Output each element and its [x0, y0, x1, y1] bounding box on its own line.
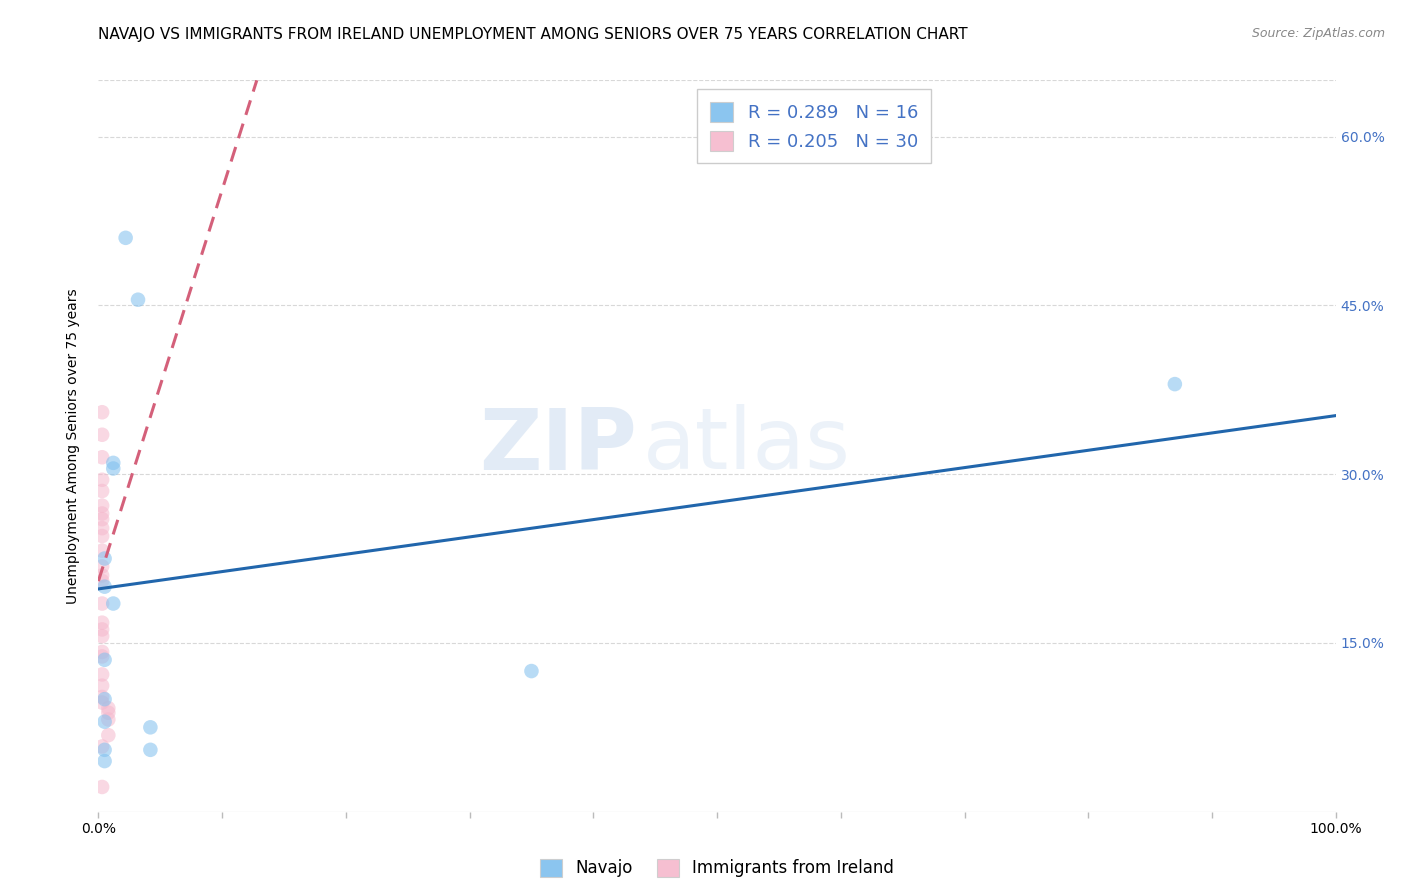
Point — [91, 405, 114, 419]
Point — [91, 679, 114, 693]
Point — [91, 574, 114, 588]
Point — [114, 231, 136, 245]
Point — [103, 461, 125, 475]
Point — [91, 780, 114, 794]
Point — [91, 529, 114, 543]
Point — [91, 649, 114, 664]
Text: ZIP: ZIP — [479, 404, 637, 488]
Point — [91, 473, 114, 487]
Point — [97, 706, 120, 720]
Point — [93, 754, 115, 768]
Point — [91, 645, 114, 659]
Point — [139, 720, 162, 734]
Point — [91, 696, 114, 710]
Point — [91, 739, 114, 754]
Text: NAVAJO VS IMMIGRANTS FROM IRELAND UNEMPLOYMENT AMONG SENIORS OVER 75 YEARS CORRE: NAVAJO VS IMMIGRANTS FROM IRELAND UNEMPL… — [98, 27, 969, 42]
Point — [91, 597, 114, 611]
Point — [93, 714, 115, 729]
Point — [91, 507, 114, 521]
Point — [93, 653, 115, 667]
Point — [127, 293, 149, 307]
Point — [93, 692, 115, 706]
Point — [91, 615, 114, 630]
Point — [139, 743, 162, 757]
Point — [97, 713, 120, 727]
Point — [103, 456, 125, 470]
Y-axis label: Unemployment Among Seniors over 75 years: Unemployment Among Seniors over 75 years — [66, 288, 80, 604]
Point — [93, 743, 115, 757]
Legend: Navajo, Immigrants from Ireland: Navajo, Immigrants from Ireland — [533, 852, 901, 884]
Point — [91, 667, 114, 681]
Point — [91, 543, 114, 558]
Point — [91, 629, 114, 643]
Point — [93, 551, 115, 566]
Point — [1164, 377, 1187, 392]
Point — [520, 664, 543, 678]
Point — [91, 483, 114, 498]
Point — [91, 427, 114, 442]
Point — [91, 690, 114, 704]
Text: Source: ZipAtlas.com: Source: ZipAtlas.com — [1251, 27, 1385, 40]
Point — [91, 512, 114, 526]
Point — [91, 499, 114, 513]
Text: atlas: atlas — [643, 404, 851, 488]
Point — [91, 623, 114, 637]
Point — [93, 580, 115, 594]
Point — [91, 559, 114, 574]
Point — [103, 597, 125, 611]
Point — [91, 568, 114, 582]
Point — [91, 521, 114, 535]
Point — [97, 728, 120, 742]
Point — [91, 450, 114, 465]
Point — [97, 701, 120, 715]
